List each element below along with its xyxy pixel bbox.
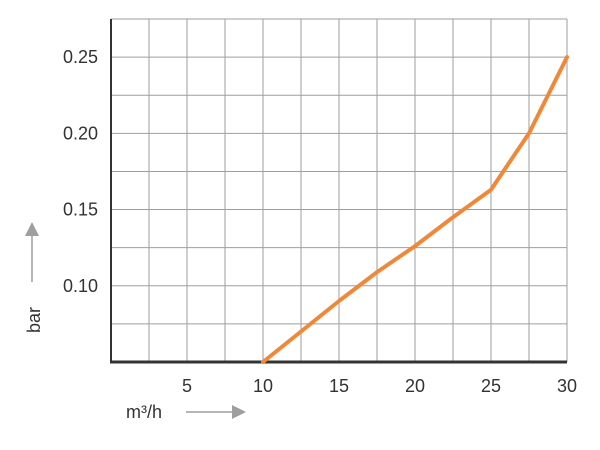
y-axis-arrow [25,222,39,282]
axes [110,19,567,364]
x-tick-label-0: 5 [182,376,192,396]
x-axis-label: m³/h [126,402,162,422]
x-tick-label-5: 30 [557,376,577,396]
y-arrow-head [25,222,39,236]
y-axis-label: bar [24,307,44,333]
grid [111,18,568,362]
series-group [261,55,569,364]
x-arrow-head [232,405,246,419]
x-tick-label-1: 10 [253,376,273,396]
y-tick-label-3: 0.25 [63,47,98,67]
series-line-0 [261,55,569,364]
tick-labels: 5 10 15 20 25 30 0.10 0.15 0.20 0.25 [63,47,577,396]
x-tick-label-2: 15 [329,376,349,396]
y-tick-label-1: 0.15 [63,200,98,220]
y-tick-label-2: 0.20 [63,123,98,143]
x-tick-label-3: 20 [405,376,425,396]
x-axis-arrow [186,405,246,419]
y-tick-label-0: 0.10 [63,276,98,296]
x-tick-label-4: 25 [481,376,501,396]
